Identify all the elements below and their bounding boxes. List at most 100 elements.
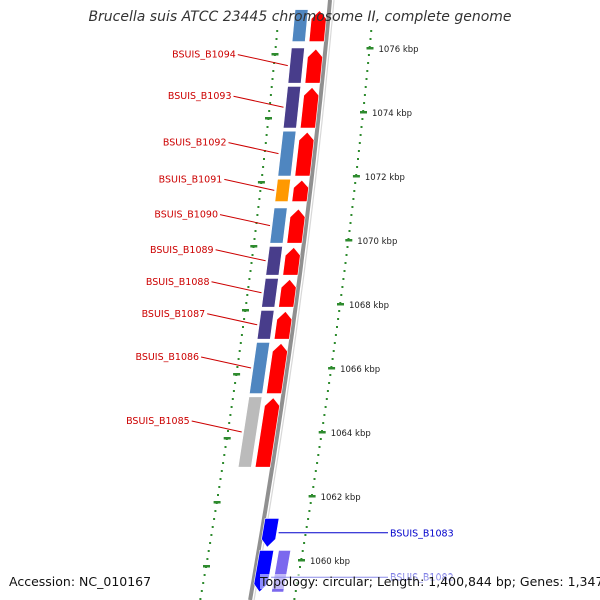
gene-label-forward: BSUIS_B1090 <box>154 210 218 221</box>
scale-tick-label: 1074 kbp <box>372 109 412 119</box>
inner-arc-minor-tick <box>266 126 269 128</box>
outer-arc-minor-tick <box>360 126 363 128</box>
inner-arc-minor-tick <box>253 238 256 240</box>
forward-gene-arrow <box>294 131 315 177</box>
inner-arc-minor-tick <box>240 334 243 336</box>
accession-info: Accession: NC_010167 <box>9 574 151 589</box>
inner-arc-minor-tick <box>231 398 234 400</box>
outer-arc-minor-tick <box>359 134 362 136</box>
gene-label-forward: BSUIS_B1092 <box>163 138 227 149</box>
inner-arc-minor-tick <box>269 94 272 96</box>
cog-category-block <box>261 278 279 308</box>
outer-arc-minor-tick <box>350 214 353 216</box>
outer-arc-minor-tick <box>361 118 364 120</box>
length-value: 1,400,844 bp <box>428 574 512 589</box>
major-tick-outer <box>366 47 374 50</box>
scale-tick-label: 1076 kbp <box>379 45 419 55</box>
inner-arc-minor-tick <box>236 366 239 368</box>
gene-label-forward: BSUIS_B1094 <box>172 50 236 61</box>
gene-label-forward: BSUIS_B1089 <box>150 245 214 256</box>
inner-arc-minor-tick <box>276 30 279 32</box>
major-tick-inner <box>223 437 231 440</box>
outer-arc-minor-tick <box>328 382 331 384</box>
cog-tracks-layer <box>237 9 309 593</box>
inner-arc-minor-tick <box>271 78 274 80</box>
major-tick-inner <box>265 117 272 120</box>
outer-arc-minor-tick <box>344 262 347 264</box>
forward-gene-arrow <box>254 397 280 468</box>
inner-arc-minor-tick <box>247 286 250 288</box>
inner-arc-minor-tick <box>242 326 244 328</box>
outer-arc-minor-tick <box>338 310 341 312</box>
cog-category-block <box>269 207 288 244</box>
major-tick-outer <box>360 111 367 114</box>
outer-arc-minor-tick <box>323 414 326 416</box>
cog-category-block <box>282 86 302 129</box>
accession-label: Accession: <box>9 574 76 589</box>
inner-arc-minor-tick <box>270 86 273 88</box>
gene-label-forward: BSUIS_B1093 <box>168 91 232 102</box>
accession-value: NC_010167 <box>79 574 152 589</box>
major-tick-inner <box>233 373 241 376</box>
inner-arc-minor-tick <box>256 214 259 216</box>
outer-arc-minor-tick <box>346 246 349 248</box>
inner-arc-minor-tick <box>243 318 246 320</box>
outer-arc-minor-tick <box>312 486 315 488</box>
cog-category-block <box>256 310 275 340</box>
scale-tick-label: 1060 kbp <box>310 557 350 567</box>
outer-arc-minor-tick <box>334 334 337 336</box>
inner-arc-minor-tick <box>238 350 241 352</box>
inner-arc-minor-tick <box>220 470 223 472</box>
scale-labels-layer: 1076 kbp 1074 kbp 1072 kbp 1070 kbp 1068 kbp… <box>310 45 419 567</box>
outer-arc-minor-tick <box>366 70 369 72</box>
major-tick-outer <box>298 559 305 562</box>
outer-arc-minor-tick <box>307 518 310 520</box>
outer-arc-minor-tick <box>357 150 360 152</box>
length-label: Length: <box>376 574 425 589</box>
outer-arc-minor-tick <box>363 94 366 96</box>
outer-arc-minor-tick <box>324 406 327 408</box>
cog-category-block <box>291 9 309 42</box>
outer-arc-minor-tick <box>299 566 301 568</box>
inner-arc-minor-tick <box>254 230 257 232</box>
scale-tick-label: 1064 kbp <box>331 429 371 439</box>
gene-label-forward: BSUIS_B1091 <box>159 174 223 185</box>
inner-arc-minor-tick <box>223 454 226 456</box>
forward-gene-arrow <box>299 86 320 129</box>
inner-arc-minor-tick <box>199 598 202 600</box>
inner-arc-minor-tick <box>274 46 277 48</box>
gene-label-leader <box>228 142 279 155</box>
inner-arc-minor-tick <box>230 406 233 408</box>
cog-category-block <box>287 47 305 84</box>
inner-arc-minor-tick <box>264 142 267 144</box>
outer-arc-minor-tick <box>365 78 368 80</box>
inner-arc-minor-tick <box>228 422 231 424</box>
outer-arc-minor-tick <box>343 270 346 272</box>
outer-arc-minor-tick <box>316 462 319 464</box>
cog-category-block <box>265 246 283 276</box>
inner-arc-minor-tick <box>222 462 225 464</box>
forward-gene-arrow <box>266 342 288 394</box>
outer-arc-minor-tick <box>304 534 307 536</box>
gene-label-leader <box>233 95 284 108</box>
gene-label-leader <box>224 178 275 191</box>
outer-arc-minor-tick <box>303 542 306 544</box>
inner-arc-minor-tick <box>249 270 252 272</box>
cog-category-block <box>277 130 297 177</box>
outer-arc-minor-tick <box>367 54 370 56</box>
outer-arc-minor-tick <box>337 318 340 320</box>
major-tick-inner <box>271 53 279 56</box>
inner-arc-minor-tick <box>224 446 227 448</box>
inner-arc-minor-tick <box>211 526 214 528</box>
gene-label-leader <box>200 356 252 369</box>
outer-arc-minor-tick <box>294 590 297 592</box>
outer-arc-minor-tick <box>326 390 329 392</box>
inner-arc-minor-tick <box>210 534 213 536</box>
gene-label-leader <box>207 313 258 326</box>
inner-arc-minor-tick <box>259 190 262 192</box>
gene-label-leader <box>219 214 271 227</box>
major-tick-inner <box>257 181 265 184</box>
inner-arc-minor-tick <box>262 166 265 168</box>
outer-arc-minor-tick <box>342 278 345 280</box>
